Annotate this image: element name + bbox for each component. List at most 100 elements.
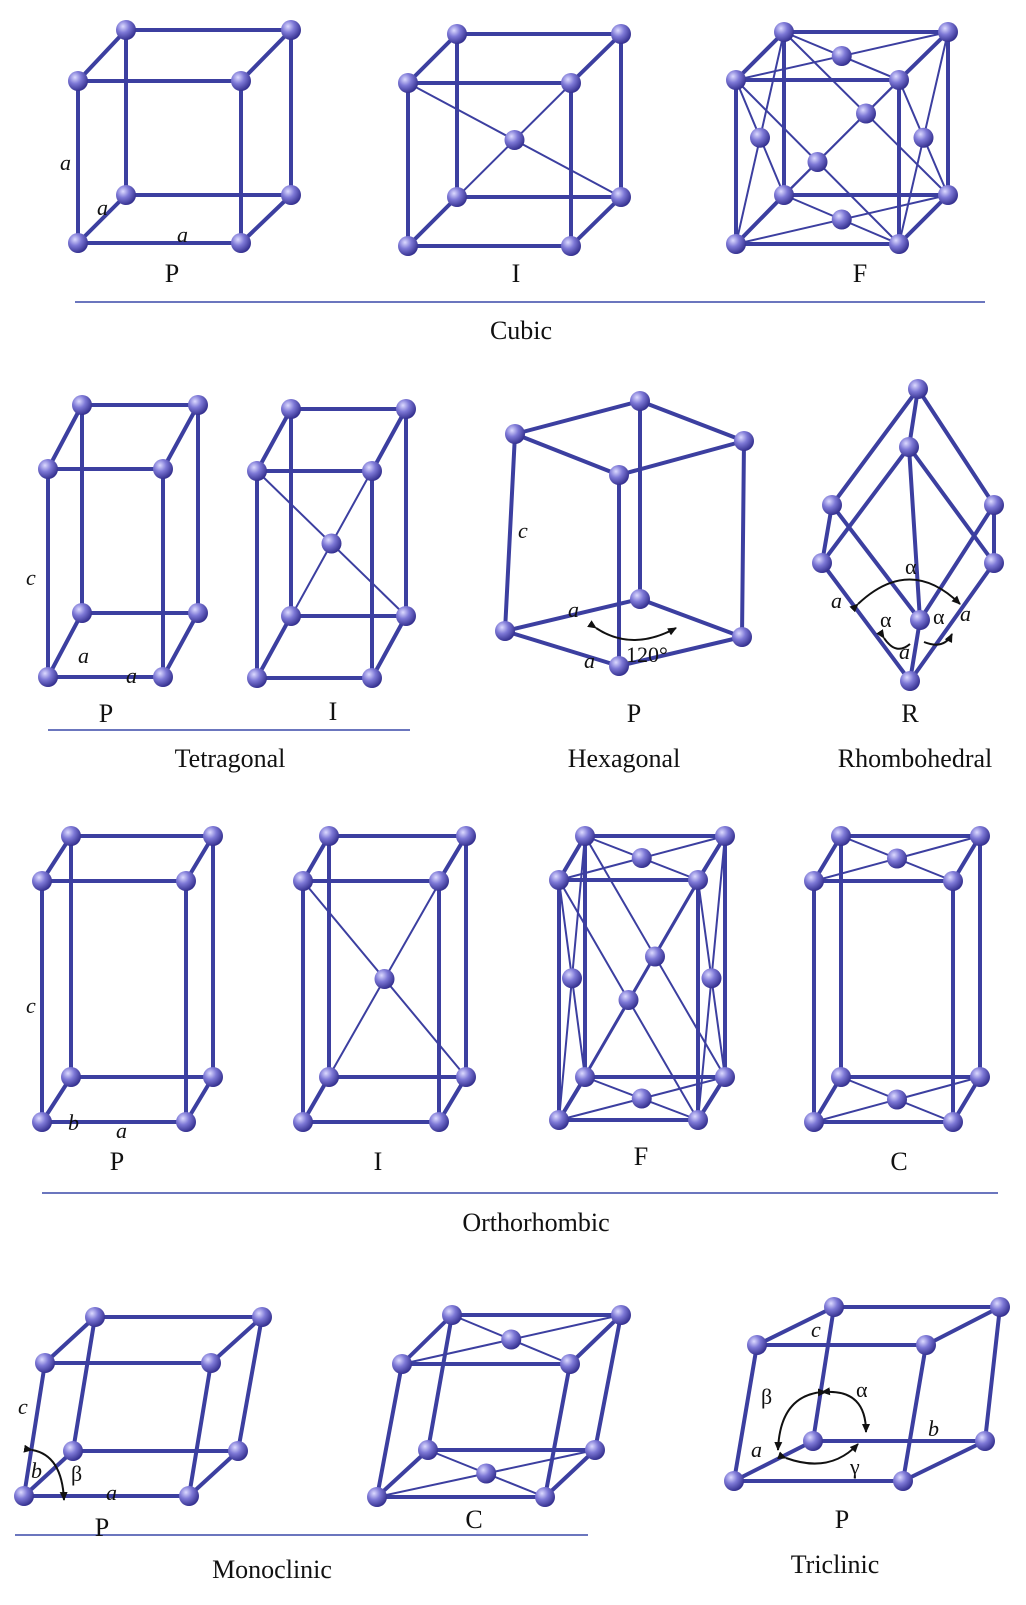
- tetragonal-p-edge: [163, 405, 198, 469]
- cubic-f-face-center-atom: [808, 152, 828, 172]
- orthorhombic-f-corner-atom: [715, 1067, 735, 1087]
- rhombohedral-r-corner-atom: [822, 495, 842, 515]
- orthorhombic-c-corner-atom: [831, 1067, 851, 1087]
- angle-label-gamma: γ: [849, 1454, 860, 1479]
- tetragonal-p-corner-atom: [188, 395, 208, 415]
- orthorhombic-p-corner-atom: [176, 871, 196, 891]
- type-label-tetragonal-i: I: [329, 697, 338, 726]
- hexagonal-p-corner-atom: [734, 431, 754, 451]
- tetragonal-p-corner-atom: [72, 395, 92, 415]
- monoclinic-p-corner-atom: [35, 1353, 55, 1373]
- cubic-f-corner-atom: [889, 234, 909, 254]
- group-label-monoclinic: Monoclinic: [212, 1555, 332, 1584]
- cubic-f-corner-atom: [726, 70, 746, 90]
- monoclinic-p-corner-atom: [14, 1486, 34, 1506]
- rhombohedral-r-corner-atom: [910, 610, 930, 630]
- rhombohedral-r-corner-atom: [908, 379, 928, 399]
- axis-label-a: a: [831, 588, 842, 613]
- cubic-f-face-center-atom: [914, 128, 934, 148]
- hexagonal-p-corner-atom: [630, 391, 650, 411]
- orthorhombic-c-face-center-atom: [887, 849, 907, 869]
- cubic-i-corner-atom: [447, 24, 467, 44]
- tetragonal-p-corner-atom: [153, 667, 173, 687]
- type-label-cubic-p: P: [165, 259, 179, 288]
- monoclinic-p-corner-atom: [63, 1441, 83, 1461]
- triclinic-p-corner-atom: [803, 1431, 823, 1451]
- cubic-i-corner-atom: [447, 187, 467, 207]
- cubic-p-corner-atom: [231, 233, 251, 253]
- hexagonal-p-edge: [640, 599, 742, 637]
- tetragonal-p-corner-atom: [188, 603, 208, 623]
- cubic-f-corner-atom: [774, 22, 794, 42]
- cubic-f-face-center-atom: [856, 104, 876, 124]
- orthorhombic-c-corner-atom: [804, 1112, 824, 1132]
- orthorhombic-i-corner-atom: [319, 826, 339, 846]
- tetragonal-i-corner-atom: [247, 668, 267, 688]
- orthorhombic-c-corner-atom: [831, 826, 851, 846]
- orthorhombic-i-corner-atom: [293, 871, 313, 891]
- tetragonal-i-corner-atom: [362, 461, 382, 481]
- orthorhombic-i-body-center-atom: [375, 969, 395, 989]
- group-label-rhombohedral: Rhombohedral: [838, 744, 993, 773]
- hexagonal-p-corner-atom: [630, 589, 650, 609]
- hexagonal-p-corner-atom: [495, 621, 515, 641]
- cubic-p-corner-atom: [231, 71, 251, 91]
- orthorhombic-i-corner-atom: [429, 871, 449, 891]
- triclinic-p-corner-atom: [916, 1335, 936, 1355]
- cubic-i-corner-atom: [611, 24, 631, 44]
- orthorhombic-p-corner-atom: [61, 1067, 81, 1087]
- rhombohedral-r-corner-atom: [812, 553, 832, 573]
- tetragonal-p-edge: [48, 613, 82, 677]
- tetragonal-i-corner-atom: [247, 461, 267, 481]
- monoclinic-p-corner-atom: [228, 1441, 248, 1461]
- cubic-f-face-center-atom: [832, 210, 852, 230]
- monoclinic-p-edge: [73, 1317, 95, 1451]
- cubic-i-corner-atom: [611, 187, 631, 207]
- orthorhombic-p-corner-atom: [203, 1067, 223, 1087]
- monoclinic-p-corner-atom: [179, 1486, 199, 1506]
- triclinic-p-edge: [734, 1441, 813, 1481]
- orthorhombic-p-corner-atom: [61, 826, 81, 846]
- angle-label-beta: β: [71, 1461, 82, 1486]
- group-label-tetragonal: Tetragonal: [175, 744, 286, 773]
- axis-label-a: a: [78, 643, 89, 668]
- monoclinic-p-edge: [189, 1363, 211, 1496]
- rhombohedral-r-corner-atom: [900, 671, 920, 691]
- orthorhombic-f-face-center-atom: [632, 1089, 652, 1109]
- hexagonal-p-edge: [515, 401, 640, 434]
- hexagonal-p-edge: [619, 441, 744, 475]
- axis-label-a: a: [106, 1480, 117, 1505]
- axis-label-c: c: [26, 565, 36, 590]
- axis-label-b: b: [31, 1458, 42, 1483]
- cubic-i-edge: [408, 34, 457, 83]
- orthorhombic-f-face-center-atom: [632, 848, 652, 868]
- cubic-f-edge: [736, 32, 784, 80]
- cubic-p-corner-atom: [281, 185, 301, 205]
- axis-label-c: c: [518, 518, 528, 543]
- triclinic-p-edge: [903, 1441, 985, 1481]
- cubic-p-corner-atom: [116, 20, 136, 40]
- tetragonal-i-body-center-atom: [322, 534, 342, 554]
- axis-label-a: a: [568, 597, 579, 622]
- cubic-f-corner-atom: [889, 70, 909, 90]
- triclinic-p-corner-atom: [824, 1297, 844, 1317]
- tetragonal-p-corner-atom: [38, 667, 58, 687]
- axis-label-c: c: [18, 1394, 28, 1419]
- type-label-hexagonal-p: P: [627, 699, 641, 728]
- axis-label-a: a: [116, 1118, 127, 1143]
- cubic-p-edge: [241, 30, 291, 81]
- orthorhombic-i-corner-atom: [456, 1067, 476, 1087]
- tetragonal-i-corner-atom: [281, 399, 301, 419]
- triclinic-p-corner-atom: [893, 1471, 913, 1491]
- axis-label-b: b: [68, 1110, 79, 1135]
- orthorhombic-c-corner-atom: [943, 871, 963, 891]
- triclinic-p-corner-atom: [724, 1471, 744, 1491]
- cubic-p-edge: [241, 195, 291, 243]
- tetragonal-i-corner-atom: [281, 606, 301, 626]
- cubic-f-corner-atom: [938, 185, 958, 205]
- triclinic-p-edge: [985, 1307, 1000, 1441]
- monoclinic-c-corner-atom: [367, 1487, 387, 1507]
- triclinic-p-corner-atom: [747, 1335, 767, 1355]
- hexagonal-p-corner-atom: [505, 424, 525, 444]
